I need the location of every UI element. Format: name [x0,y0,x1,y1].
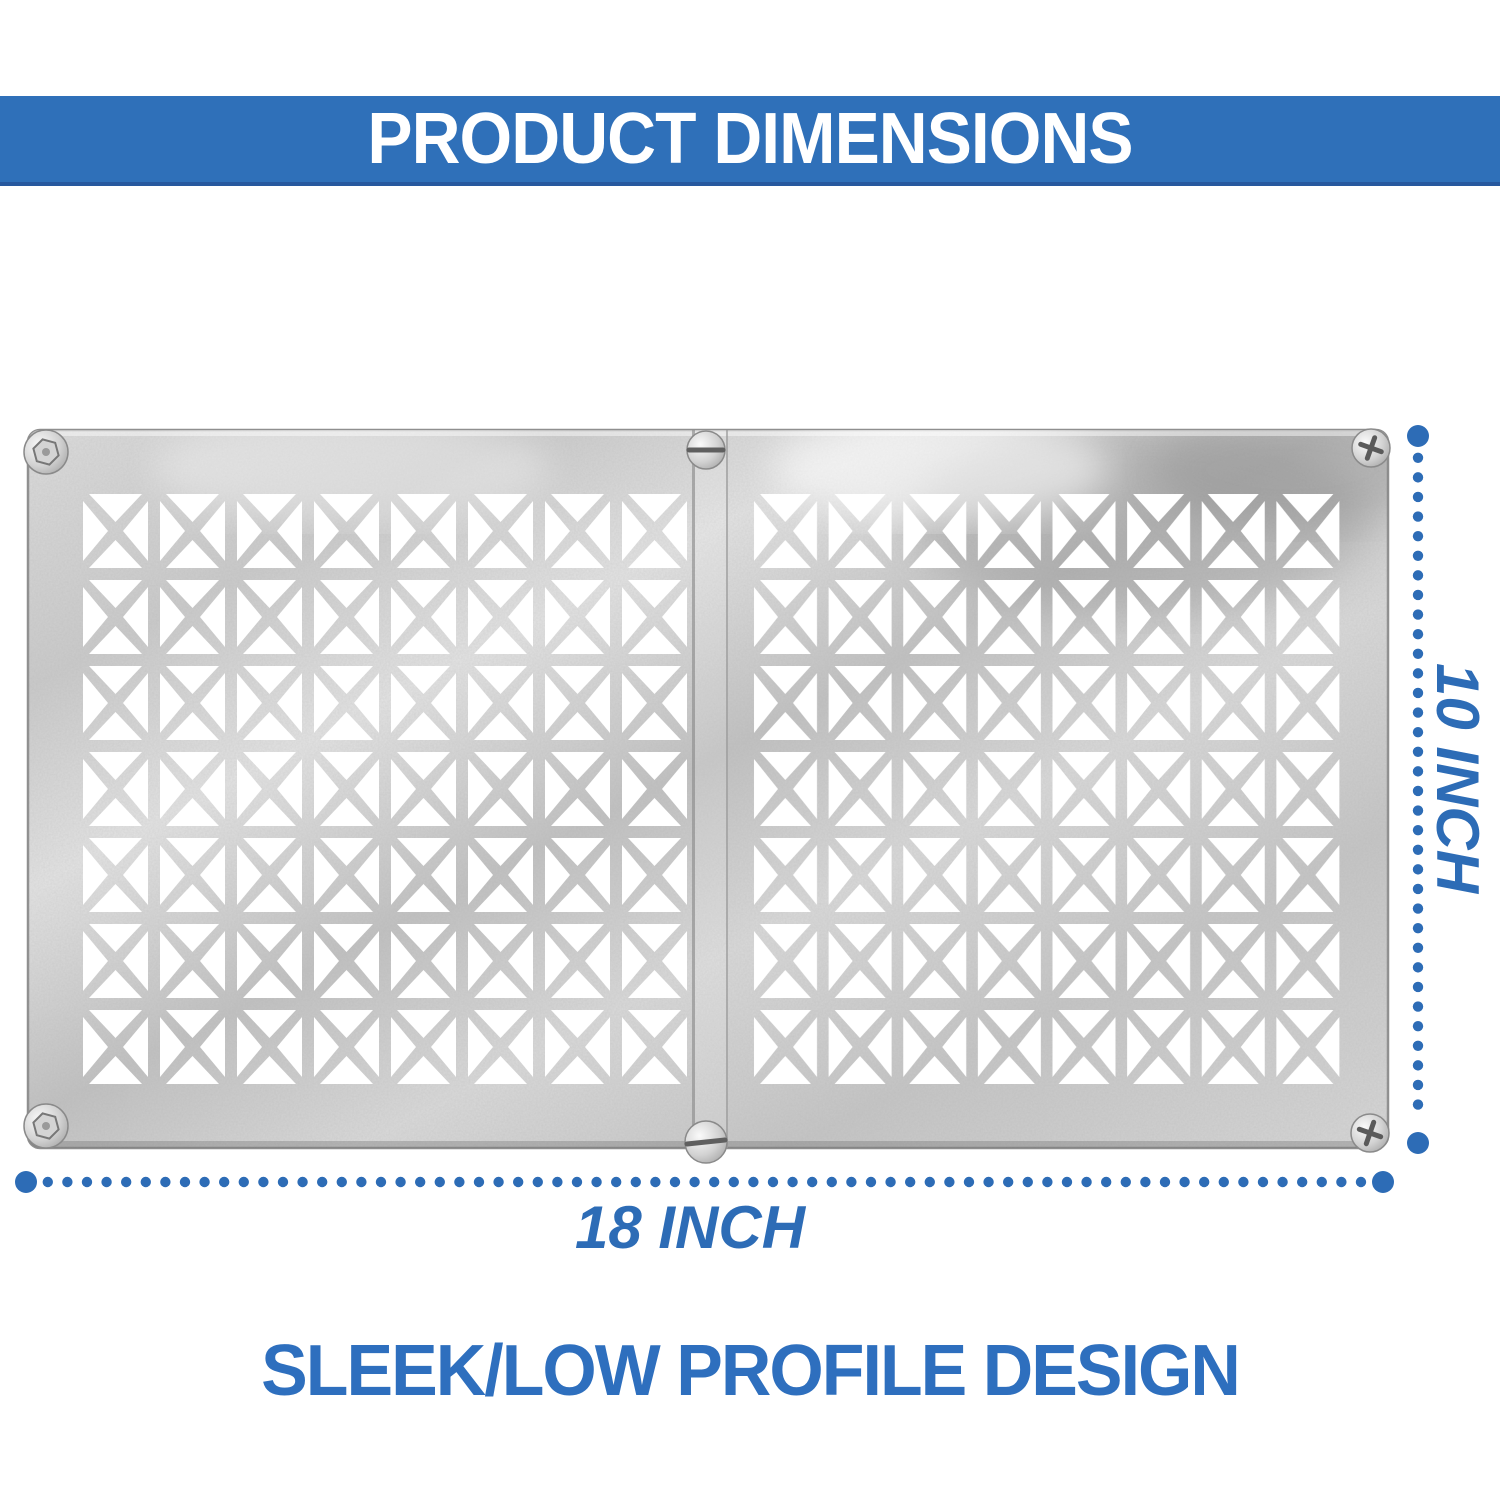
grille-pattern-right [748,488,1345,1090]
width-dimension-label: 18 INCH [574,1194,806,1261]
width-dimension-line [15,1171,1394,1193]
banner: PRODUCT DIMENSIONS [0,96,1500,186]
screw-top-center [686,430,726,470]
center-seam [692,430,728,1148]
screw-top-right [1351,428,1391,468]
screw-bottom-right [1350,1113,1390,1153]
banner-title: PRODUCT DIMENSIONS [367,99,1133,179]
height-dimension-line [1407,425,1429,1154]
vent-plate [23,428,1391,1164]
grille-pattern-left [77,488,693,1090]
screw-top-left [23,429,69,475]
screw-bottom-center [684,1120,728,1164]
height-dimension-label: 10 INCH [1424,662,1491,894]
footer-heading: SLEEK/LOW PROFILE DESIGN [261,1331,1241,1411]
screw-bottom-left [23,1103,69,1149]
